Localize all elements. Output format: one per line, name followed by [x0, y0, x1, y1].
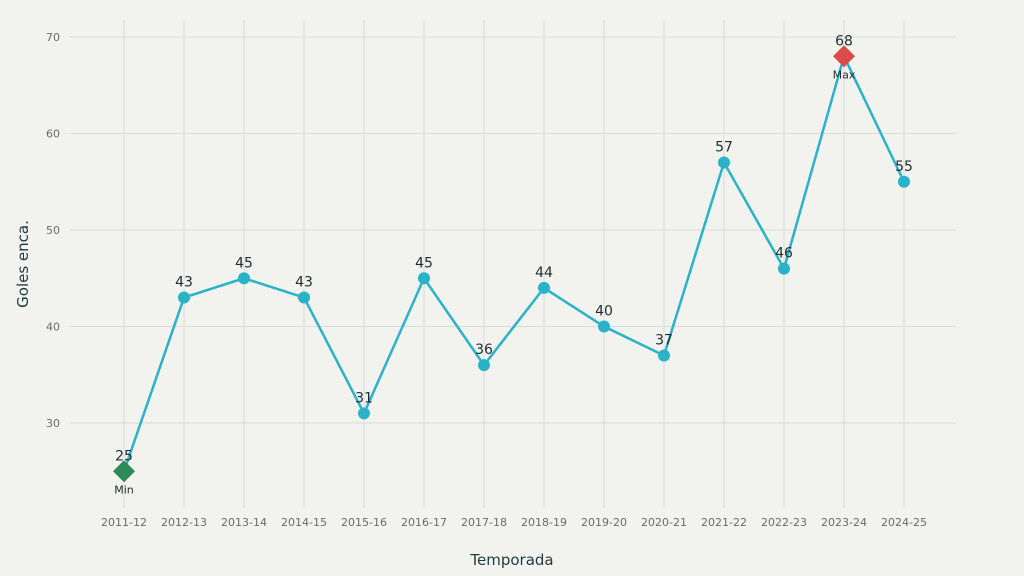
- data-value-label: 57: [715, 139, 733, 155]
- x-tick-label: 2020-21: [641, 516, 687, 529]
- x-tick-label: 2011-12: [101, 516, 147, 529]
- data-value-label: 40: [595, 304, 613, 320]
- data-point: [778, 262, 790, 275]
- data-point: [658, 349, 670, 362]
- y-tick-label: 70: [46, 31, 60, 44]
- max-marker-icon: [833, 45, 855, 68]
- data-point: [598, 320, 610, 333]
- data-point: [358, 407, 370, 420]
- data-value-label: 44: [535, 265, 553, 281]
- x-tick-label: 2022-23: [761, 516, 807, 529]
- data-value-label: 68: [835, 33, 853, 49]
- data-points: [113, 45, 910, 483]
- data-value-label: 31: [355, 390, 373, 406]
- y-tick-label: 30: [46, 417, 60, 430]
- data-value-label: 43: [175, 275, 193, 291]
- annotation-label: Max: [833, 68, 856, 81]
- x-tick-label: 2013-14: [221, 516, 267, 529]
- min-marker-icon: [113, 460, 135, 483]
- data-point: [238, 272, 250, 285]
- data-point: [418, 272, 430, 285]
- y-axis-title: Goles enca.: [14, 220, 32, 308]
- x-axis-ticks: 2011-12 2012-13 2013-14 2014-15 2015-16 2016-…: [101, 516, 927, 529]
- gridlines: [70, 20, 956, 508]
- data-value-label: 45: [235, 255, 253, 271]
- x-tick-label: 2017-18: [461, 516, 507, 529]
- y-tick-label: 50: [46, 224, 60, 237]
- data-value-label: 36: [475, 342, 493, 358]
- data-point: [718, 156, 730, 169]
- x-tick-label: 2016-17: [401, 516, 447, 529]
- data-value-label: 45: [415, 255, 433, 271]
- x-tick-label: 2015-16: [341, 516, 387, 529]
- x-tick-label: 2014-15: [281, 516, 327, 529]
- data-point: [538, 281, 550, 294]
- x-tick-label: 2023-24: [821, 516, 867, 529]
- y-axis-ticks: 30 40 50 60 70: [46, 31, 60, 430]
- data-labels: Min 25 43 45 43 31 45 36 44 40 37 57 46 Max 68 55: [114, 33, 913, 496]
- x-axis-title: Temporada: [469, 551, 553, 569]
- x-tick-label: 2019-20: [581, 516, 627, 529]
- data-point: [898, 175, 910, 188]
- x-tick-label: 2021-22: [701, 516, 747, 529]
- series-line: [122, 52, 906, 472]
- data-value-label: 25: [115, 448, 133, 464]
- data-point: [478, 359, 490, 372]
- data-value-label: 43: [295, 275, 313, 291]
- data-value-label: 55: [895, 159, 913, 175]
- y-tick-label: 60: [46, 128, 60, 141]
- data-point: [178, 291, 190, 304]
- x-tick-label: 2018-19: [521, 516, 567, 529]
- annotation-label: Min: [114, 483, 134, 496]
- x-tick-label: 2012-13: [161, 516, 207, 529]
- data-value-label: 37: [655, 332, 673, 348]
- x-tick-label: 2024-25: [881, 516, 927, 529]
- y-tick-label: 40: [46, 321, 60, 334]
- data-point: [298, 291, 310, 304]
- data-value-label: 46: [775, 246, 793, 262]
